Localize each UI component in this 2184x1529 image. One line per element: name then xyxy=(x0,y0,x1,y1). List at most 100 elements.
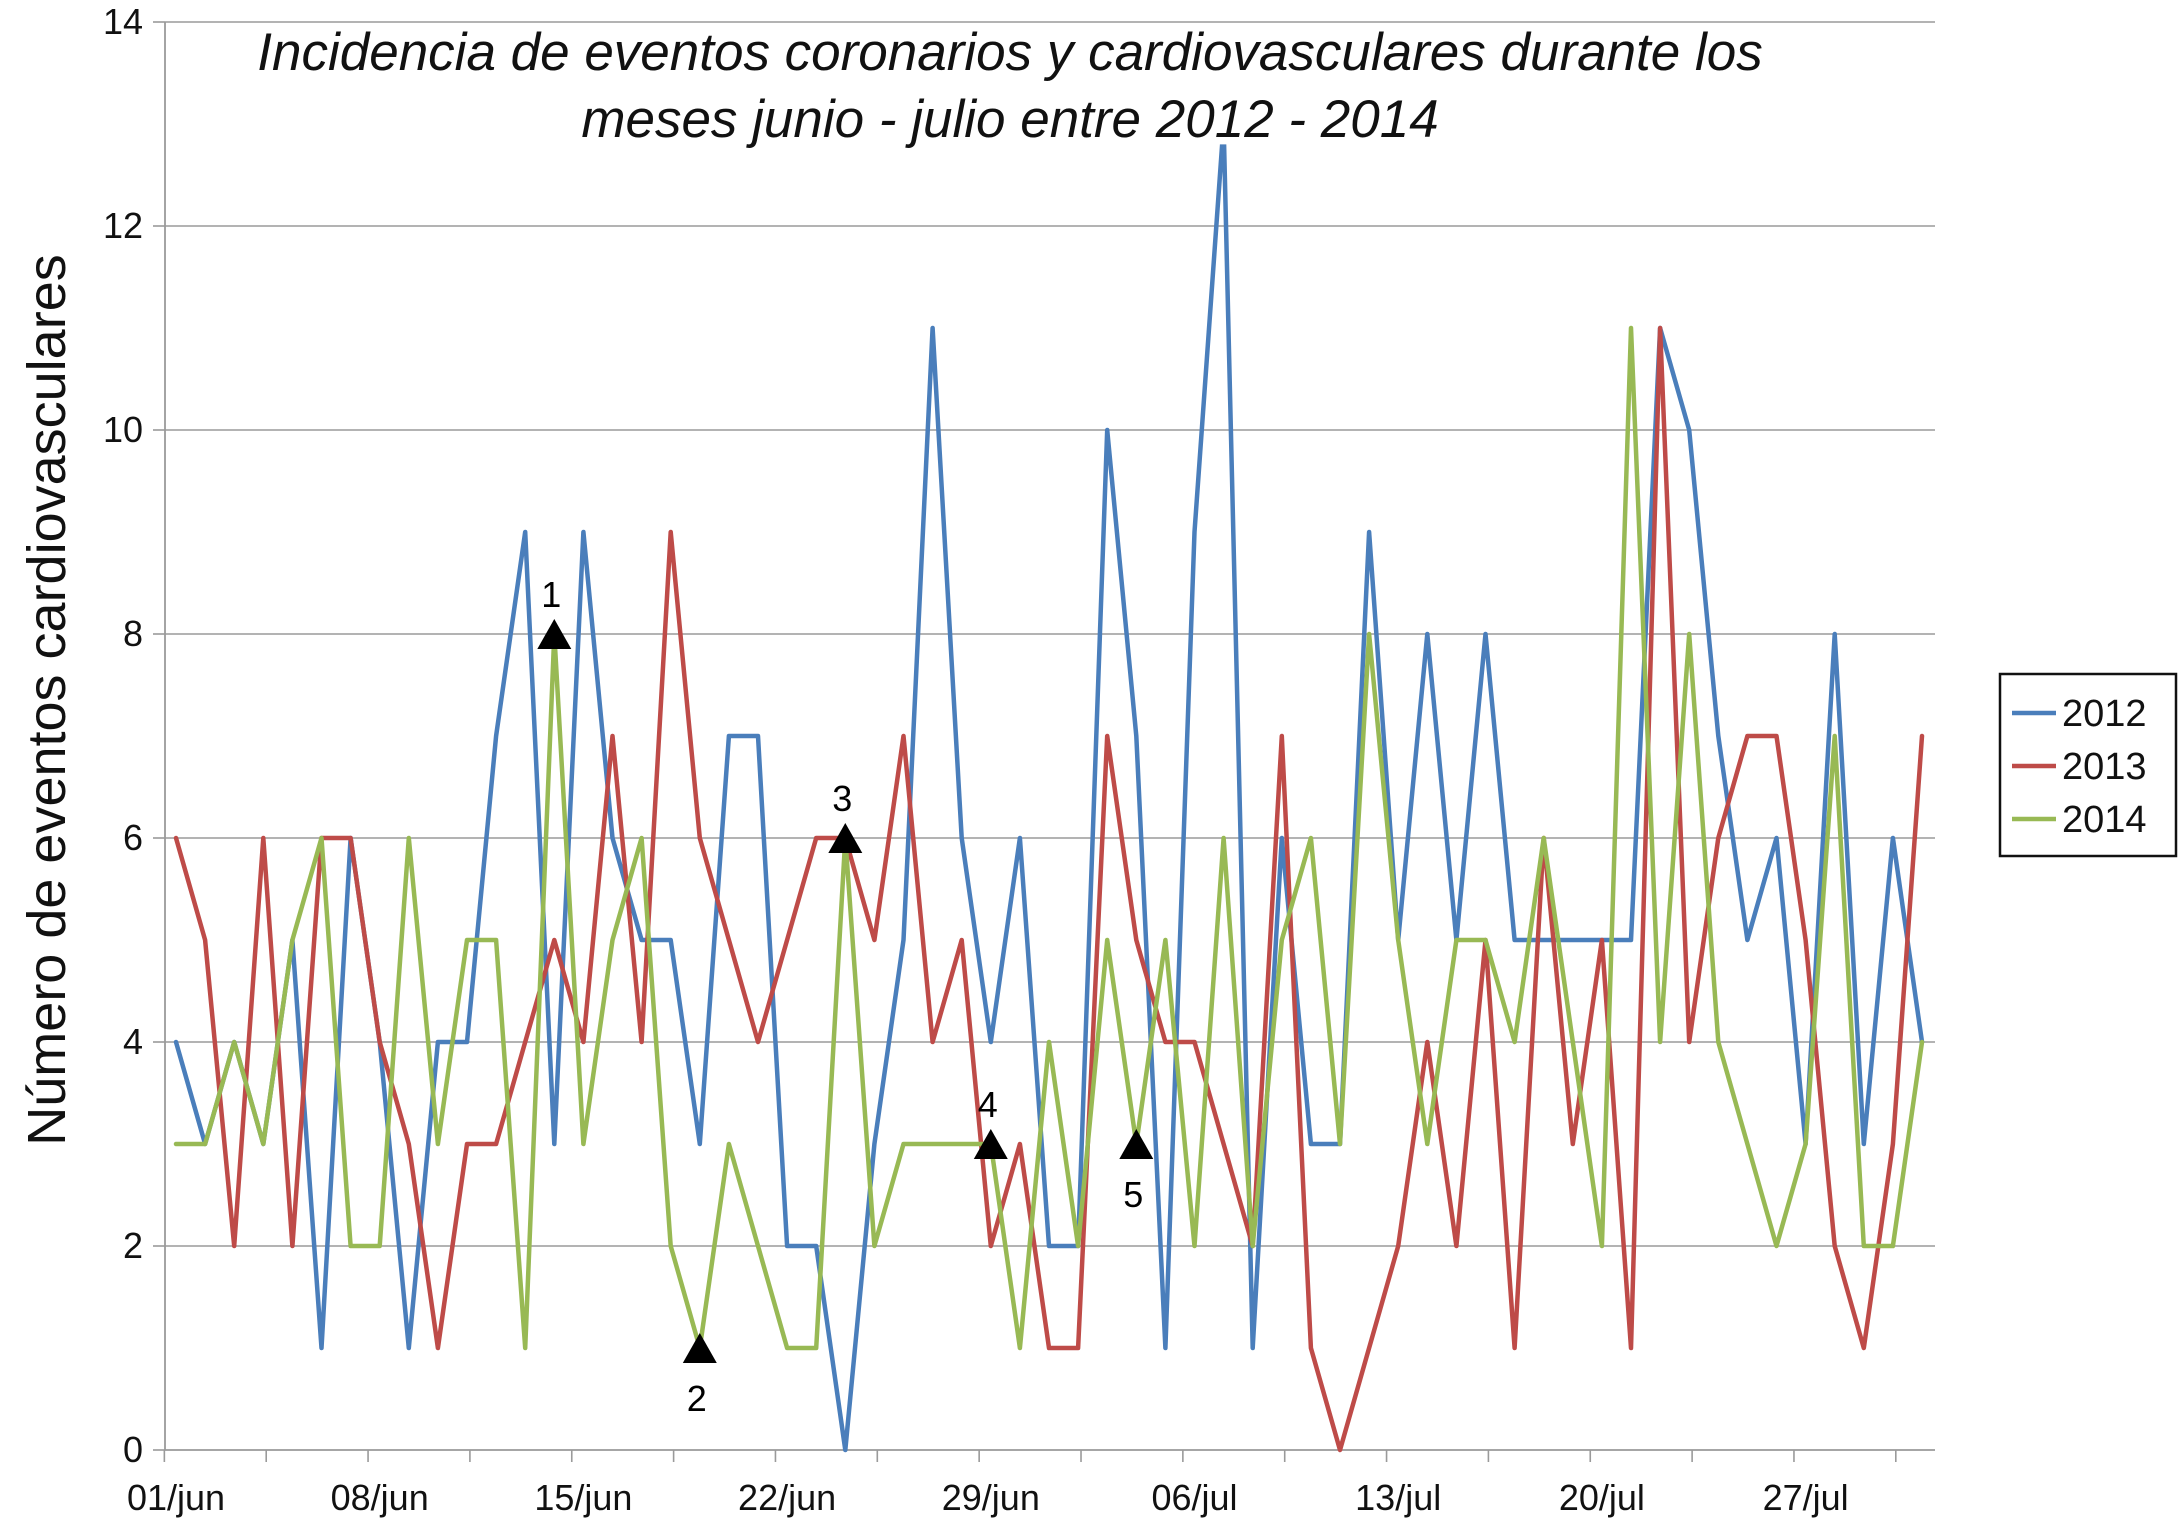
series-2013-point xyxy=(1047,1346,1051,1350)
series-2012-point xyxy=(1716,734,1720,738)
series-2013-point xyxy=(611,734,614,738)
series-2014-point xyxy=(1716,1040,1720,1044)
series-2014-point xyxy=(1076,1244,1080,1248)
series-2014-point xyxy=(902,1142,905,1146)
y-tick-label-6: 6 xyxy=(123,817,143,858)
series-2014-point xyxy=(174,1142,178,1146)
series-line-2013 xyxy=(173,325,1925,1453)
series-2012-point xyxy=(465,1040,469,1044)
series-2014-point xyxy=(1338,1142,1342,1146)
series-2012-point xyxy=(1193,530,1196,534)
series-2013-point xyxy=(552,938,556,942)
series-2013-point xyxy=(1513,1346,1517,1350)
series-2013-point xyxy=(1658,326,1662,330)
series-2012-point xyxy=(174,1040,178,1044)
series-2014-point xyxy=(1687,632,1691,636)
series-2012-point xyxy=(1775,836,1778,840)
legend: 2012 2013 2014 xyxy=(1998,672,2178,858)
series-2013-point xyxy=(1600,938,1604,942)
series-2012-point xyxy=(1105,428,1109,432)
series-2013-point xyxy=(872,938,876,942)
series-2013-point xyxy=(698,836,702,840)
series-2012-point xyxy=(1309,1142,1313,1146)
series-2013-point xyxy=(814,836,818,840)
series-2013-point xyxy=(960,938,964,942)
series-2012-point xyxy=(581,530,585,534)
series-2013-point xyxy=(581,1040,585,1044)
series-2013-point xyxy=(1222,1142,1226,1146)
series-2014-point xyxy=(931,1142,935,1146)
series-2012-point xyxy=(1833,632,1837,636)
series-2012-point xyxy=(756,734,760,738)
series-2014-point xyxy=(1018,1346,1022,1350)
series-2014-point xyxy=(1309,836,1313,840)
series-2014-point xyxy=(1571,1040,1575,1044)
series-2014-point xyxy=(1396,938,1400,942)
legend-label-2013: 2013 xyxy=(2062,746,2147,788)
series-2013-point xyxy=(1571,1142,1575,1146)
series-2012-point xyxy=(407,1346,411,1350)
series-2014-point xyxy=(1367,632,1371,636)
y-axis-label: Número de eventos cardiovasculares xyxy=(17,254,77,1145)
series-2013-point xyxy=(465,1142,469,1146)
series-2012-point xyxy=(1367,530,1371,534)
series-2013-point xyxy=(1833,1244,1837,1248)
series-2012-point xyxy=(960,836,964,840)
series-2014-point xyxy=(1105,938,1109,942)
series-2013-point xyxy=(1716,836,1720,840)
chart-texts: Incidencia de eventos coronarios y cardi… xyxy=(17,23,1763,1146)
series-2014-point xyxy=(1600,1244,1604,1248)
series-2012-point xyxy=(1484,632,1487,636)
y-tick-label-12: 12 xyxy=(103,205,143,246)
x-tick-label-06/jul: 06/jul xyxy=(1151,1477,1237,1518)
series-2013-point xyxy=(1862,1346,1866,1350)
series-2013-point xyxy=(349,836,353,840)
legend-label-2012: 2012 xyxy=(2062,693,2147,735)
series-2013-point xyxy=(378,1040,382,1044)
series-2013-point xyxy=(1804,938,1808,942)
series-2012-point xyxy=(814,1244,818,1248)
chart-title-line-1: Incidencia de eventos coronarios y cardi… xyxy=(257,23,1762,82)
series-2012-point xyxy=(1513,938,1517,942)
annotation-marker-1 xyxy=(537,619,572,649)
series-2013-point xyxy=(1687,1040,1691,1044)
x-tick-label-13/jul: 13/jul xyxy=(1355,1477,1441,1518)
series-2013-point xyxy=(785,938,789,942)
series-2013-point xyxy=(523,1040,527,1044)
series-2012-point xyxy=(698,1142,702,1146)
series-2012-point xyxy=(1571,938,1575,942)
series-2014-point xyxy=(1425,1142,1429,1146)
series-2014-point xyxy=(1658,1040,1662,1044)
annotation-label-2: 2 xyxy=(687,1378,707,1419)
series-2014-point xyxy=(1542,836,1546,840)
series-2013-point xyxy=(756,1040,760,1044)
series-2012-point xyxy=(1251,1346,1255,1350)
series-2014-point xyxy=(1775,1244,1778,1248)
series-lines xyxy=(173,144,1925,1453)
series-2013-point xyxy=(232,1244,236,1248)
series-2014-point xyxy=(727,1142,731,1146)
series-2012-point xyxy=(320,1346,323,1350)
x-tick-label-29/jun: 29/jun xyxy=(942,1477,1040,1518)
series-2013-point xyxy=(261,836,265,840)
series-2014-point xyxy=(1280,938,1284,942)
annotation-marker-3 xyxy=(828,823,863,853)
y-tick-label-8: 8 xyxy=(123,613,143,654)
series-2014-point xyxy=(1163,938,1167,942)
series-2014-point xyxy=(872,1244,876,1248)
series-2013-point xyxy=(1425,1040,1429,1044)
series-2013-point xyxy=(1134,938,1138,942)
series-2013-point xyxy=(727,938,731,942)
series-2013-point xyxy=(1309,1346,1313,1350)
series-2012-point xyxy=(494,734,498,738)
series-2014-point xyxy=(1920,1040,1924,1044)
series-2012-point xyxy=(1687,428,1691,432)
series-2014-point xyxy=(378,1244,382,1248)
series-2012-point xyxy=(640,938,644,942)
y-tick-label-4: 4 xyxy=(123,1021,143,1062)
series-2014-point xyxy=(232,1040,236,1044)
series-2012-point xyxy=(1280,836,1284,840)
annotations: 1 2 3 4 5 xyxy=(537,574,1154,1419)
y-tick-label-0: 0 xyxy=(123,1429,143,1470)
series-2012-point xyxy=(436,1040,440,1044)
